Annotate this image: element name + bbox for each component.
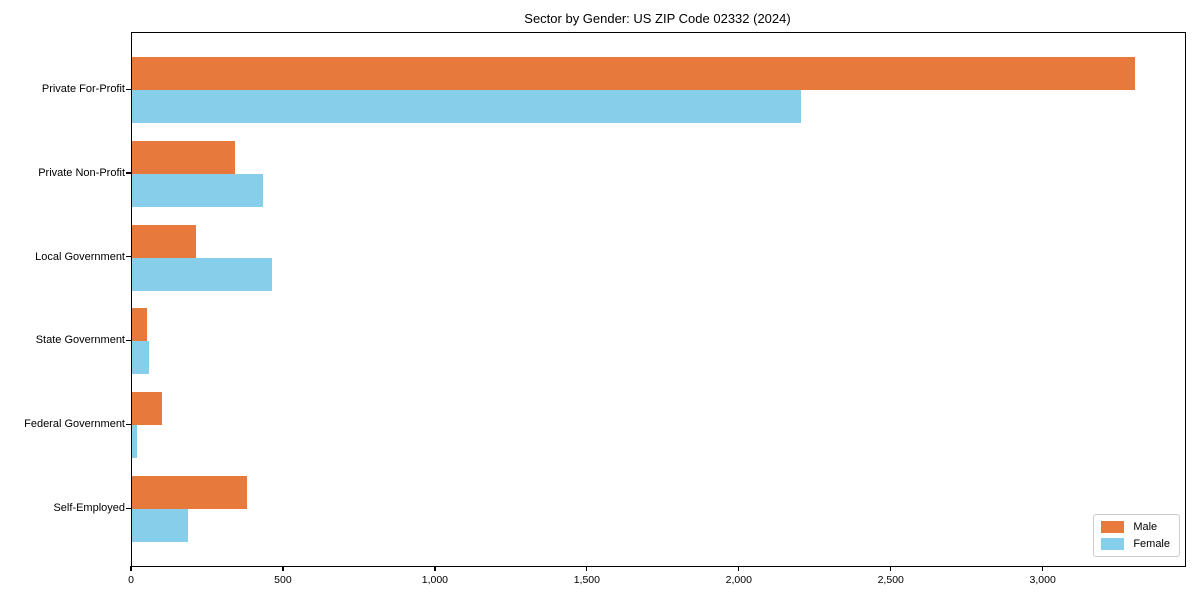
- x-axis-tick: [890, 566, 892, 571]
- bar-male-state-government: [132, 308, 148, 342]
- y-axis-label: Self-Employed: [53, 502, 125, 514]
- bar-female-state-government: [132, 341, 149, 375]
- x-axis-tick: [1042, 566, 1044, 571]
- plot-area: Male Female: [131, 32, 1186, 567]
- y-axis-label: Local Government: [35, 250, 125, 263]
- bar-female-private-for-profit: [132, 90, 801, 123]
- y-axis-tick: [126, 507, 131, 509]
- x-axis-tick: [130, 566, 132, 571]
- bar-male-federal-government: [132, 392, 163, 426]
- x-axis-tick-label: 2,500: [877, 574, 904, 586]
- bar-male-private-non-profit: [132, 140, 236, 174]
- y-axis-tick: [126, 339, 131, 342]
- bar-female-self-employed: [132, 509, 189, 542]
- legend-label-male: Male: [1133, 521, 1158, 533]
- x-axis-tick: [738, 566, 740, 571]
- legend-label-female: Female: [1133, 538, 1170, 550]
- bar-male-self-employed: [132, 476, 248, 509]
- legend-swatch-female: [1101, 538, 1125, 550]
- x-axis-tick: [282, 566, 284, 571]
- y-axis-label: State Government: [35, 334, 125, 347]
- y-axis-label: Private For-Profit: [41, 83, 125, 95]
- bar-female-federal-government: [132, 425, 137, 459]
- legend-entry-male: Male: [1101, 521, 1170, 533]
- legend-swatch-male: [1101, 521, 1125, 533]
- legend-entry-female: Female: [1101, 538, 1170, 550]
- legend: Male Female: [1093, 514, 1180, 557]
- bar-female-local-government: [132, 257, 272, 291]
- chart-title: Sector by Gender: US ZIP Code 02332 (202…: [524, 11, 791, 26]
- bar-male-local-government: [132, 224, 196, 258]
- x-axis-tick-label: 3,000: [1029, 574, 1056, 586]
- y-axis-tick: [126, 423, 131, 425]
- y-axis-label: Private Non-Profit: [38, 166, 125, 179]
- y-axis-tick: [126, 256, 131, 258]
- x-axis-tick-label: 500: [274, 574, 292, 586]
- bar-male-private-for-profit: [132, 57, 1135, 90]
- x-axis-tick-label: 0: [128, 574, 134, 586]
- y-axis-tick: [126, 88, 131, 90]
- x-axis-tick: [434, 566, 436, 571]
- x-axis-tick-label: 1,500: [573, 574, 600, 586]
- x-axis-tick: [586, 566, 588, 571]
- x-axis-tick-label: 2,000: [725, 574, 752, 586]
- bar-female-private-non-profit: [132, 173, 263, 207]
- y-axis-label: Federal Government: [24, 418, 125, 431]
- y-axis-tick: [126, 172, 131, 174]
- x-axis-tick-label: 1,000: [421, 574, 449, 586]
